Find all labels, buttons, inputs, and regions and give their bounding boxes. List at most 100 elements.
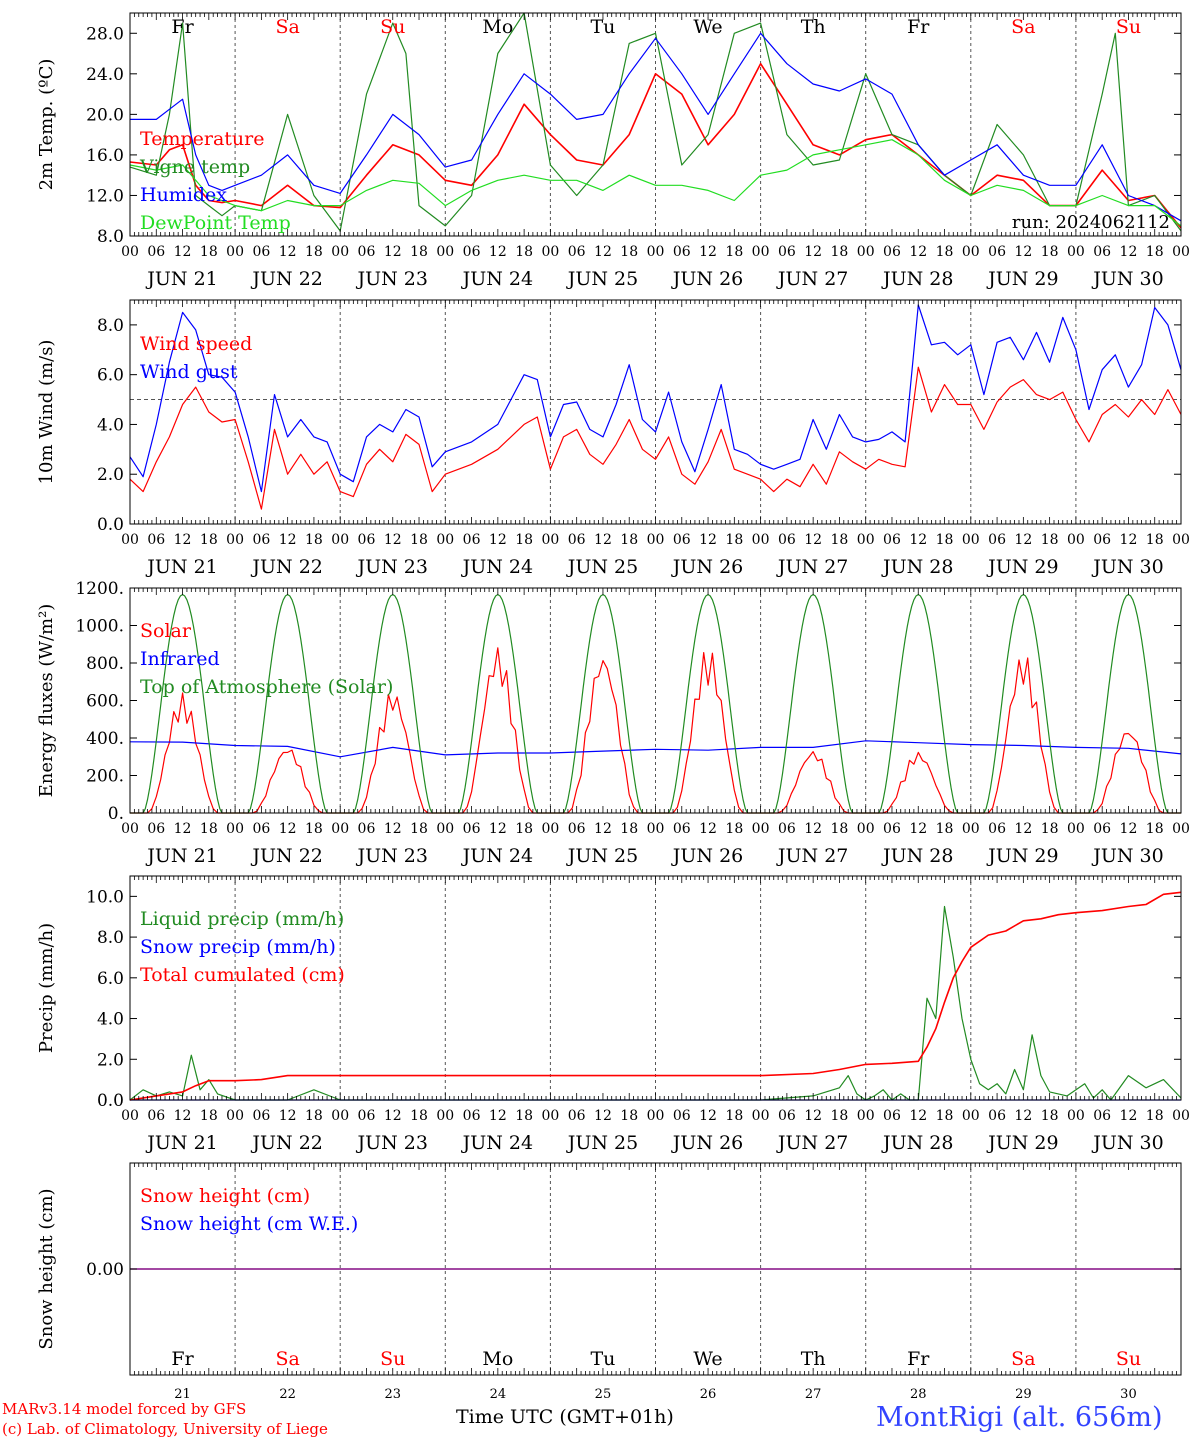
hour-tick-label: 12 xyxy=(594,244,612,260)
weekday-label: Tu xyxy=(590,16,615,38)
legend-entry: Temperature xyxy=(140,128,264,150)
date-label: JUN 29 xyxy=(986,1132,1058,1154)
hour-tick-label: 00 xyxy=(121,244,139,260)
y-tick-label: 12.0 xyxy=(86,186,124,206)
weekday-label: Su xyxy=(1116,1348,1141,1370)
legend-entry: Total cumulated (cm) xyxy=(140,964,345,986)
y-tick-label: 600. xyxy=(86,692,124,712)
y-tick-label: 2.0 xyxy=(97,1050,124,1070)
day-number-label: 22 xyxy=(279,1387,296,1402)
legend-entry: Infrared xyxy=(140,648,220,670)
date-label: JUN 28 xyxy=(881,268,953,290)
hour-tick-label: 00 xyxy=(857,532,875,548)
day-number-label: 24 xyxy=(490,1387,507,1402)
hour-tick-label: 18 xyxy=(936,1108,954,1124)
hour-tick-label: 18 xyxy=(1041,532,1059,548)
hour-tick-label: 06 xyxy=(252,244,270,260)
hour-tick-label: 12 xyxy=(489,821,507,837)
date-label: JUN 22 xyxy=(250,556,322,578)
date-label: JUN 23 xyxy=(356,268,428,290)
date-label: JUN 21 xyxy=(145,556,217,578)
hour-tick-label: 06 xyxy=(568,244,586,260)
hour-tick-label: 18 xyxy=(1146,1108,1164,1124)
y-tick-label: 20.0 xyxy=(86,105,124,125)
hour-tick-label: 18 xyxy=(620,1108,638,1124)
hour-tick-label: 18 xyxy=(831,244,849,260)
date-label: JUN 25 xyxy=(566,268,638,290)
date-label: JUN 24 xyxy=(461,1132,533,1154)
hour-tick-label: 06 xyxy=(778,532,796,548)
hour-tick-label: 06 xyxy=(988,821,1006,837)
hour-tick-label: 12 xyxy=(489,532,507,548)
y-axis-label: Snow height (cm) xyxy=(36,1188,57,1349)
hour-tick-label: 00 xyxy=(1067,532,1085,548)
hour-tick-label: 18 xyxy=(305,1108,323,1124)
hour-tick-label: 00 xyxy=(647,244,665,260)
hour-tick-label: 12 xyxy=(1014,532,1032,548)
y-tick-label: 400. xyxy=(86,729,124,749)
hour-tick-label: 12 xyxy=(1014,244,1032,260)
hour-tick-label: 12 xyxy=(174,821,192,837)
date-label: JUN 24 xyxy=(461,845,533,867)
hour-tick-label: 00 xyxy=(226,821,244,837)
date-label: JUN 28 xyxy=(881,845,953,867)
day-number-label: 27 xyxy=(805,1387,822,1402)
hour-tick-label: 18 xyxy=(725,532,743,548)
credit-line-1: MARv3.14 model forced by GFS xyxy=(2,1400,247,1418)
hour-tick-label: 00 xyxy=(962,821,980,837)
hour-tick-label: 00 xyxy=(1067,1108,1085,1124)
hour-tick-label: 06 xyxy=(778,1108,796,1124)
hour-tick-label: 18 xyxy=(515,821,533,837)
date-label: JUN 26 xyxy=(671,556,743,578)
panel-frame xyxy=(129,12,1182,237)
weekday-label: Mo xyxy=(482,1348,513,1370)
day-number-label: 26 xyxy=(700,1387,717,1402)
hour-tick-label: 06 xyxy=(988,244,1006,260)
date-label: JUN 21 xyxy=(145,845,217,867)
hour-tick-label: 06 xyxy=(1093,532,1111,548)
hour-tick-label: 18 xyxy=(305,532,323,548)
hour-tick-label: 18 xyxy=(1146,532,1164,548)
hour-tick-label: 06 xyxy=(883,532,901,548)
hour-tick-label: 12 xyxy=(1120,244,1138,260)
hour-tick-label: 12 xyxy=(804,1108,822,1124)
weekday-label: We xyxy=(693,16,722,38)
hour-tick-label: 00 xyxy=(857,821,875,837)
hour-tick-label: 06 xyxy=(673,821,691,837)
y-tick-label: 16.0 xyxy=(86,146,124,166)
hour-tick-label: 18 xyxy=(515,244,533,260)
hour-tick-label: 00 xyxy=(436,532,454,548)
legend-entry: DewPoint Temp xyxy=(140,212,291,234)
hour-tick-label: 18 xyxy=(620,532,638,548)
hour-tick-label: 06 xyxy=(147,1108,165,1124)
hour-tick-label: 12 xyxy=(699,532,717,548)
hour-tick-label: 12 xyxy=(279,1108,297,1124)
hour-tick-label: 12 xyxy=(1014,821,1032,837)
y-axis-label: Precip (mm/h) xyxy=(36,923,57,1053)
y-tick-label: 0.00 xyxy=(86,1260,124,1280)
weekday-label: Fr xyxy=(171,16,194,38)
hour-tick-label: 18 xyxy=(620,244,638,260)
hour-tick-label: 12 xyxy=(489,244,507,260)
hour-tick-label: 18 xyxy=(725,1108,743,1124)
y-tick-label: 6.0 xyxy=(97,969,124,989)
hour-tick-label: 00 xyxy=(226,532,244,548)
hour-tick-label: 06 xyxy=(147,244,165,260)
y-tick-label: 24.0 xyxy=(86,65,124,85)
y-tick-label: 0.0 xyxy=(97,1091,124,1111)
hour-tick-label: 06 xyxy=(463,821,481,837)
date-label: JUN 23 xyxy=(356,845,428,867)
hour-tick-label: 12 xyxy=(594,821,612,837)
legend-entry: Vigne temp xyxy=(139,156,250,178)
hour-tick-label: 06 xyxy=(778,244,796,260)
hour-tick-label: 00 xyxy=(226,244,244,260)
hour-tick-label: 00 xyxy=(1067,821,1085,837)
hour-tick-label: 12 xyxy=(699,244,717,260)
hour-tick-label: 00 xyxy=(962,532,980,548)
hour-tick-label: 06 xyxy=(463,1108,481,1124)
hour-tick-label: 12 xyxy=(909,821,927,837)
hour-tick-label: 12 xyxy=(909,1108,927,1124)
hour-tick-label: 06 xyxy=(673,244,691,260)
hour-tick-label: 12 xyxy=(384,532,402,548)
hour-tick-label: 00 xyxy=(121,532,139,548)
